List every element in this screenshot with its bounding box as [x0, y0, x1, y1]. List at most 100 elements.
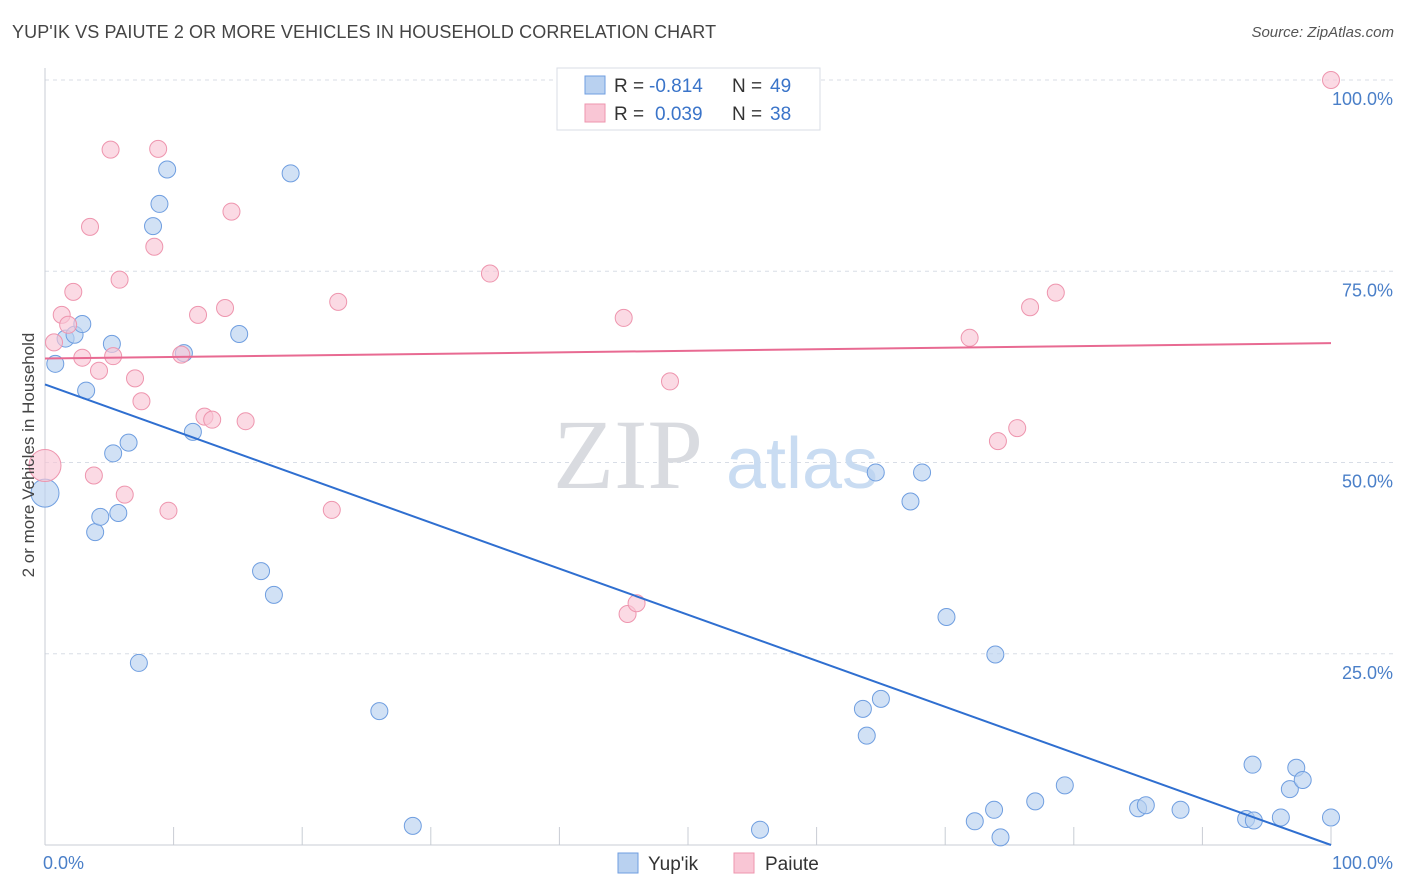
point-paiute [1021, 298, 1040, 317]
point-yupik [129, 653, 148, 672]
trend-line-yupik [44, 383, 1332, 846]
legend-swatch-yupik [584, 75, 606, 95]
y-tick-label: 75.0% [1342, 280, 1393, 300]
watermark-atlas: atlas [726, 424, 878, 504]
point-yupik [1171, 800, 1190, 819]
point-yupik [109, 503, 128, 522]
point-yupik [853, 699, 872, 718]
point-paiute [115, 485, 134, 504]
legend-r-label-paiute: R = [614, 104, 644, 125]
y-tick-label: 50.0% [1342, 472, 1393, 492]
point-yupik [871, 689, 890, 708]
point-paiute [145, 237, 164, 256]
point-paiute [1322, 71, 1340, 89]
point-yupik [1055, 776, 1074, 795]
point-paiute [329, 292, 348, 311]
point-paiute [59, 315, 78, 334]
point-paiute [960, 328, 979, 347]
point-yupik [403, 816, 422, 835]
point-paiute [203, 410, 222, 429]
point-yupik [370, 702, 389, 721]
legend-n-label-yupik: N = [732, 76, 762, 97]
watermark: ZIP atlas [553, 399, 878, 510]
point-yupik [91, 507, 110, 526]
point-paiute [614, 308, 633, 327]
point-paiute [126, 369, 145, 388]
point-paiute [64, 282, 83, 301]
point-paiute [84, 466, 103, 485]
point-paiute [1008, 419, 1027, 438]
legend-n-value-paiute: 38 [770, 104, 791, 125]
point-paiute [660, 372, 679, 391]
trend-lines [44, 342, 1332, 846]
point-paiute [81, 217, 100, 236]
point-yupik [857, 726, 876, 745]
point-yupik [1293, 770, 1312, 789]
point-yupik [264, 585, 283, 604]
point-paiute [216, 298, 235, 317]
point-paiute [480, 264, 499, 283]
grid-lines [45, 79, 1395, 655]
point-paiute [988, 432, 1007, 451]
tick-labels: 100.0% 75.0% 50.0% 25.0% 0.0% 100.0% [43, 89, 1393, 873]
point-yupik [104, 444, 123, 463]
legend-r-label-yupik: R = [614, 76, 644, 97]
point-yupik [901, 492, 920, 511]
point-paiute [222, 202, 241, 221]
point-yupik [1280, 780, 1299, 799]
point-yupik [866, 463, 885, 482]
point-yupik [913, 463, 932, 482]
bottom-legend-swatch-paiute [733, 852, 755, 874]
point-yupik [252, 562, 271, 581]
point-paiute [45, 333, 64, 352]
point-yupik [985, 800, 1004, 819]
point-yupik [281, 164, 300, 183]
point-yupik [937, 608, 956, 627]
point-paiute [189, 305, 208, 324]
point-paiute [159, 501, 178, 520]
bottom-legend-paiute: Paiute [765, 854, 819, 875]
point-yupik [119, 433, 138, 452]
point-paiute [149, 139, 168, 158]
point-paiute [90, 361, 109, 380]
point-paiute [28, 449, 62, 483]
legend-n-label-paiute: N = [732, 104, 762, 125]
watermark-zip: ZIP [553, 399, 703, 510]
trend-line-paiute [44, 342, 1332, 360]
point-yupik [1322, 808, 1340, 827]
legend-n-value-yupik: 49 [770, 76, 791, 97]
point-paiute [172, 345, 191, 364]
y-tick-label: 25.0% [1342, 663, 1393, 683]
point-paiute [132, 392, 151, 411]
legend-swatch-paiute [584, 103, 606, 123]
point-yupik [230, 324, 249, 343]
point-paiute [236, 412, 255, 431]
point-yupik [158, 160, 177, 179]
point-yupik [1271, 808, 1290, 827]
point-paiute [104, 347, 123, 366]
point-yupik [965, 812, 984, 831]
legend-r-value-yupik: -0.814 [649, 76, 703, 97]
point-yupik [1243, 755, 1262, 774]
point-paiute [322, 500, 341, 519]
point-paiute [1046, 283, 1065, 302]
point-paiute [110, 270, 129, 289]
y-axis-label: 2 or more Vehicles in Household [19, 333, 38, 578]
point-yupik [150, 194, 169, 213]
bottom-legend-swatch-yupik [617, 852, 639, 874]
point-yupik [144, 217, 163, 236]
point-paiute [627, 594, 646, 613]
point-yupik [751, 820, 770, 839]
legend: R = -0.814 N = 49 R = 0.039 N = 38 [556, 67, 821, 131]
source-label: Source: ZipAtlas.com [1251, 24, 1394, 41]
x-tick-label-max: 100.0% [1332, 853, 1393, 873]
point-yupik [1026, 792, 1045, 811]
point-yupik [46, 354, 65, 373]
point-paiute [101, 140, 120, 159]
bottom-legend-yupik: Yup'ik [648, 854, 699, 875]
bottom-legend: Yup'ik Paiute [617, 852, 819, 875]
point-yupik [986, 645, 1005, 664]
y-tick-label: 100.0% [1332, 89, 1393, 109]
x-tick-label-min: 0.0% [43, 853, 84, 873]
